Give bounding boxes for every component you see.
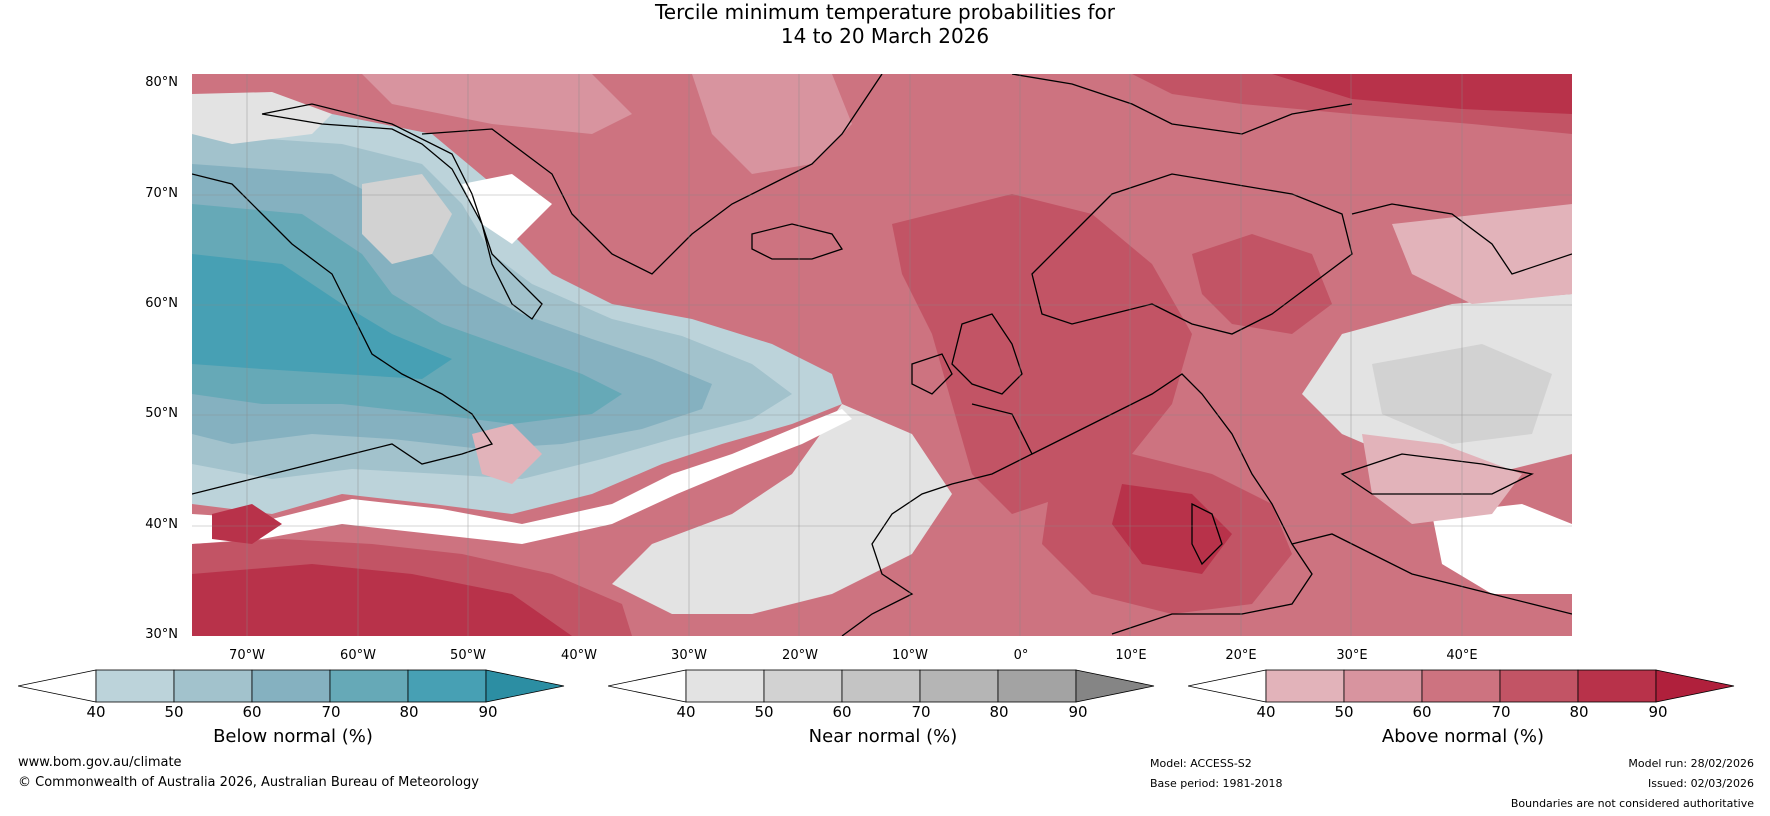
colorbar-high-extension	[1075, 669, 1155, 703]
below-tick-90: 90	[478, 703, 498, 721]
below-normal-colorbar	[18, 669, 565, 703]
colorbar-segment	[173, 669, 253, 703]
lon-tick-20w: 20°W	[782, 648, 818, 663]
near-tick-50: 50	[754, 703, 774, 721]
colorbar-low-extension	[18, 669, 97, 703]
above-tick-60: 60	[1412, 703, 1432, 721]
above-tick-70: 70	[1491, 703, 1511, 721]
colorbar-segment	[407, 669, 487, 703]
issued-text: Issued: 02/03/2026	[1647, 777, 1754, 790]
lon-tick-20e: 20°E	[1225, 648, 1257, 663]
lon-tick-50w: 50°W	[450, 648, 486, 663]
near-tick-70: 70	[911, 703, 931, 721]
colorbar-segment	[1421, 669, 1501, 703]
lon-tick-10e: 10°E	[1115, 648, 1147, 663]
colorbar-segment	[685, 669, 765, 703]
base-period-text: Base period: 1981-2018	[1150, 777, 1283, 790]
model-text: Model: ACCESS-S2	[1150, 757, 1252, 770]
lat-tick-80n: 80°N	[145, 75, 178, 90]
bom-website-link[interactable]: www.bom.gov.au/climate	[18, 755, 182, 770]
colorbar-segment	[1499, 669, 1579, 703]
below-tick-40: 40	[86, 703, 106, 721]
above-tick-50: 50	[1334, 703, 1354, 721]
colorbar-segment	[251, 669, 331, 703]
above-normal-label: Above normal (%)	[1381, 726, 1545, 747]
lat-tick-30n: 30°N	[145, 627, 178, 642]
below-normal-region	[192, 114, 842, 514]
lon-tick-10w: 10°W	[892, 648, 928, 663]
lat-tick-60n: 60°N	[145, 296, 178, 311]
lon-tick-60w: 60°W	[340, 648, 376, 663]
lon-tick-70w: 70°W	[229, 648, 265, 663]
colorbar-segment	[1343, 669, 1423, 703]
lat-tick-70n: 70°N	[145, 186, 178, 201]
above-tick-40: 40	[1256, 703, 1276, 721]
colorbar-segment	[763, 669, 843, 703]
colorbar-segment	[95, 669, 175, 703]
near-tick-60: 60	[832, 703, 852, 721]
graticule	[192, 74, 1572, 636]
model-run-text: Model run: 28/02/2026	[1628, 757, 1754, 770]
near-tick-80: 80	[989, 703, 1009, 721]
near-normal-colorbar	[608, 669, 1155, 703]
map-title-line-2: 14 to 20 March 2026	[780, 24, 990, 48]
below-normal-label: Below normal (%)	[213, 726, 373, 747]
above-normal-colorbar	[1188, 669, 1735, 703]
lon-tick-40w: 40°W	[561, 648, 597, 663]
near-tick-40: 40	[676, 703, 696, 721]
colorbar-high-extension	[1655, 669, 1735, 703]
colorbar-segment	[997, 669, 1077, 703]
colorbar-segment	[1265, 669, 1345, 703]
colorbar-low-extension	[608, 669, 687, 703]
lon-tick-40e: 40°E	[1446, 648, 1478, 663]
colorbar-low-extension	[1188, 669, 1267, 703]
lon-tick-30e: 30°E	[1336, 648, 1368, 663]
colorbar-high-extension	[485, 669, 565, 703]
below-tick-60: 60	[242, 703, 262, 721]
near-tick-90: 90	[1068, 703, 1088, 721]
colorbar-segment	[1577, 669, 1657, 703]
lon-tick-0: 0°	[1013, 648, 1029, 663]
below-tick-70: 70	[321, 703, 341, 721]
disclaimer-text: Boundaries are not considered authoritat…	[1510, 797, 1754, 810]
coastlines	[192, 74, 1572, 636]
near-normal-label: Near normal (%)	[808, 726, 958, 747]
lat-tick-50n: 50°N	[145, 406, 178, 421]
no-dominant-tercile-region	[192, 174, 1572, 594]
below-tick-50: 50	[164, 703, 184, 721]
copyright-text: © Commonwealth of Australia 2026, Austra…	[18, 775, 479, 790]
below-tick-80: 80	[399, 703, 419, 721]
probability-map	[192, 74, 1572, 636]
above-tick-80: 80	[1569, 703, 1589, 721]
colorbar-segment	[329, 669, 409, 703]
lat-tick-40n: 40°N	[145, 517, 178, 532]
colorbar-segment	[841, 669, 921, 703]
above-tick-90: 90	[1648, 703, 1668, 721]
lon-tick-30w: 30°W	[671, 648, 707, 663]
map-title-line-1: Tercile minimum temperature probabilitie…	[654, 0, 1116, 24]
colorbar-segment	[919, 669, 999, 703]
